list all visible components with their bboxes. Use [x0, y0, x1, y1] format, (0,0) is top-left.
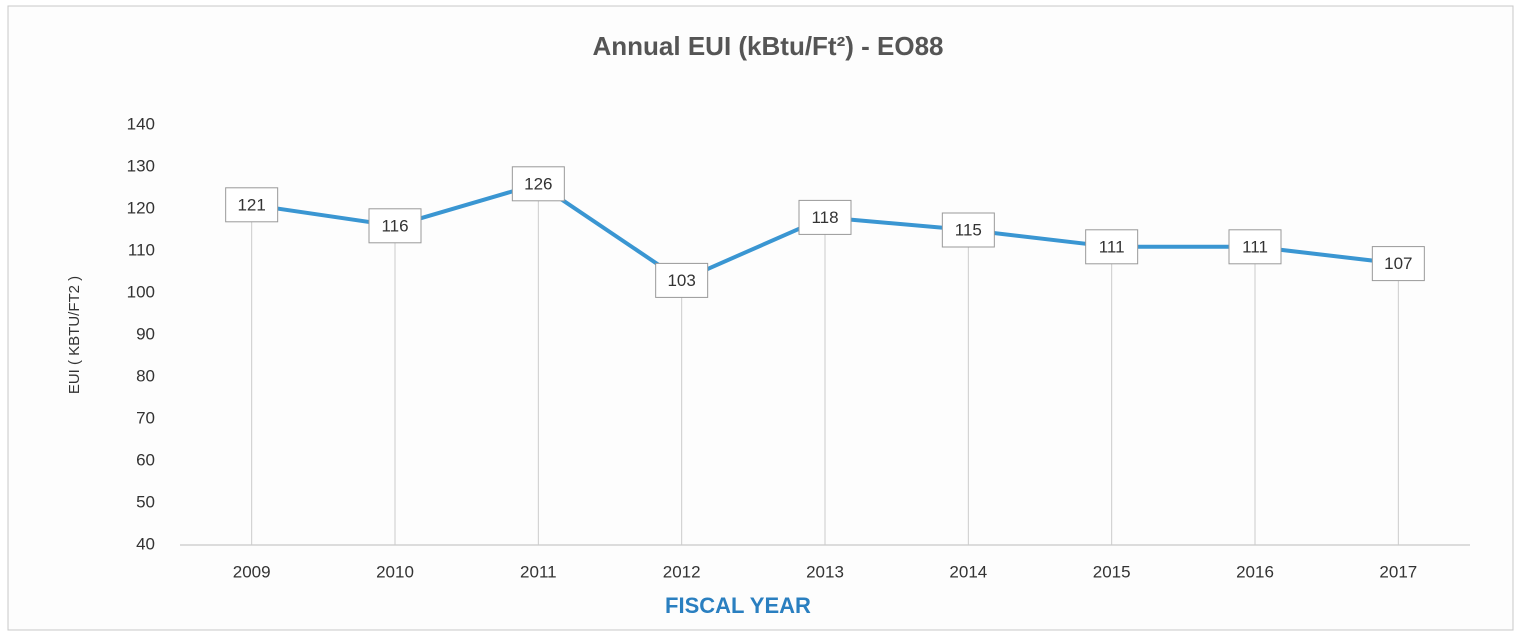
y-tick-label: 40 [136, 534, 155, 553]
y-tick-label: 100 [127, 282, 155, 301]
x-tick-label: 2017 [1379, 562, 1417, 581]
data-label: 111 [1242, 237, 1268, 256]
x-tick-label: 2010 [376, 562, 414, 581]
data-label: 103 [667, 271, 695, 290]
y-tick-label: 90 [136, 324, 155, 343]
data-label: 126 [524, 174, 552, 193]
x-tick-label: 2013 [806, 562, 844, 581]
chart-title: Annual EUI (kBtu/Ft²) - EO88 [593, 31, 944, 61]
x-tick-label: 2014 [949, 562, 987, 581]
y-tick-label: 80 [136, 366, 155, 385]
data-label: 118 [811, 208, 838, 227]
x-tick-label: 2012 [663, 562, 701, 581]
data-label: 111 [1099, 237, 1125, 256]
y-tick-label: 50 [136, 492, 155, 511]
y-tick-label: 130 [127, 156, 155, 175]
data-label-box [1371, 246, 1425, 282]
data-label-box [798, 199, 852, 235]
data-label: 107 [1384, 254, 1412, 273]
y-tick-label: 140 [127, 114, 155, 133]
data-label: 121 [237, 195, 265, 214]
chart-frame [7, 5, 1514, 631]
y-tick-label: 120 [127, 198, 155, 217]
x-tick-label: 2016 [1236, 562, 1274, 581]
data-label-box [1085, 229, 1139, 265]
x-tick-label: 2009 [233, 562, 271, 581]
data-label-box [1228, 229, 1282, 265]
y-tick-label: 110 [128, 240, 155, 259]
y-tick-label: 60 [136, 450, 155, 469]
data-label-box [368, 208, 422, 244]
data-label: 115 [955, 220, 982, 239]
data-label-box [511, 166, 565, 202]
x-tick-label: 2015 [1093, 562, 1131, 581]
data-label-box [655, 262, 709, 298]
y-tick-label: 70 [136, 408, 155, 427]
data-label-box [941, 212, 995, 248]
y-axis-label: EUI ( KBTU/FT2 ) [66, 276, 83, 394]
x-tick-label: 2011 [520, 562, 557, 581]
data-label-box [225, 187, 279, 223]
data-label: 116 [381, 216, 408, 235]
x-axis-label: FISCAL YEAR [665, 593, 811, 618]
